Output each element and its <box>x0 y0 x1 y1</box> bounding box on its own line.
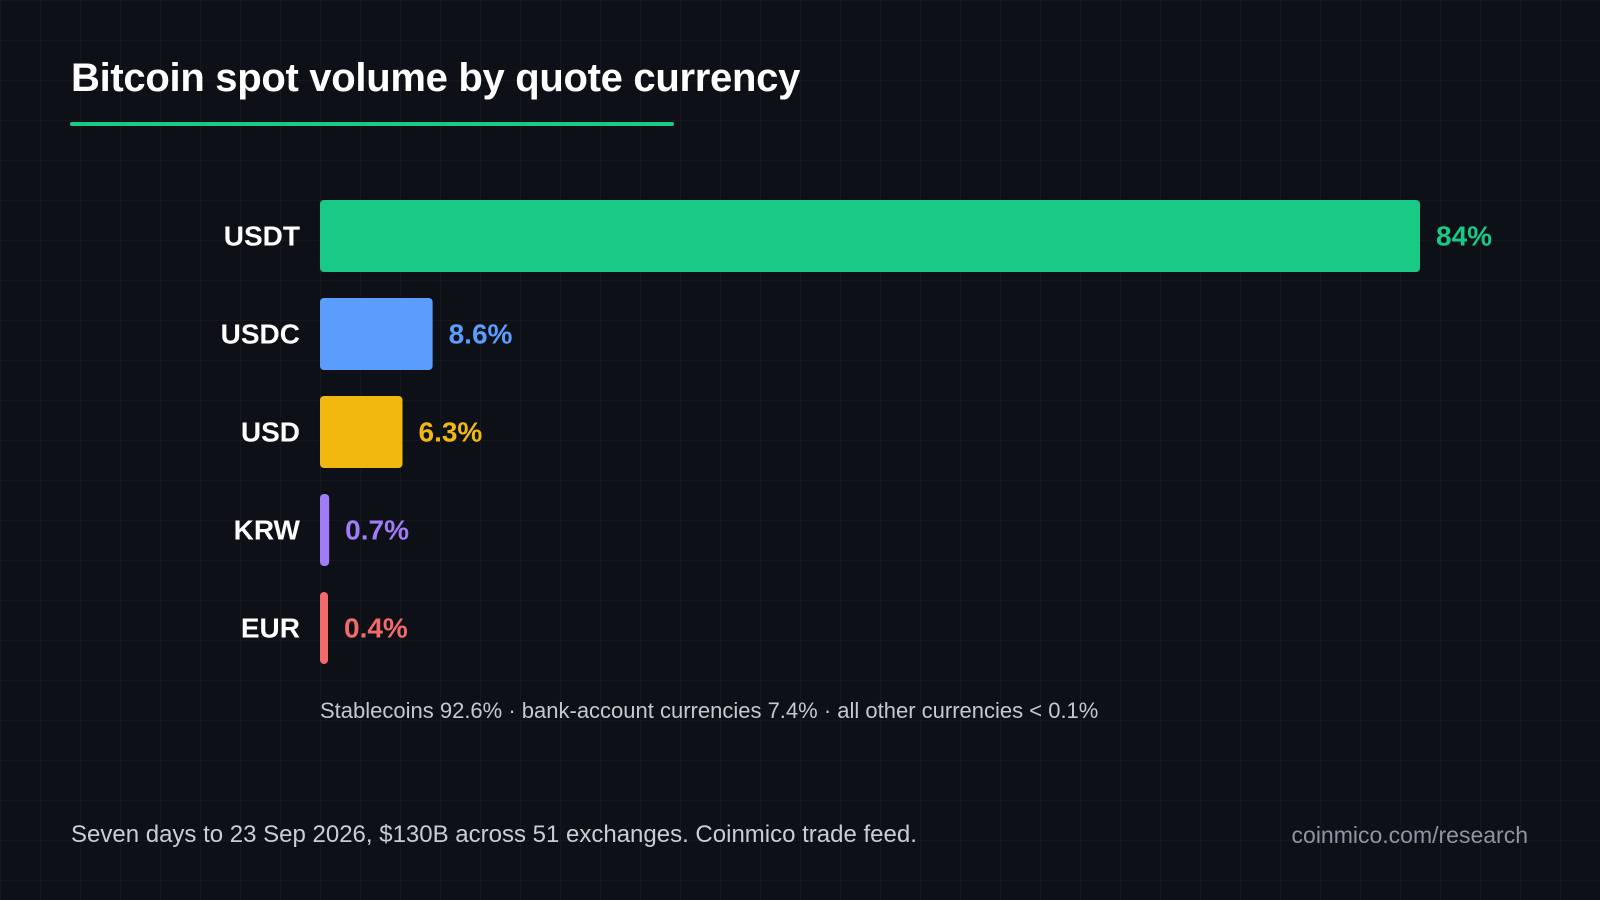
category-label-usdt: USDT <box>224 221 300 252</box>
research-link[interactable]: coinmico.com/research <box>1291 822 1528 848</box>
category-label-usd: USD <box>241 417 300 448</box>
source-note: Seven days to 23 Sep 2026, $130B across … <box>71 821 917 848</box>
category-label-krw: KRW <box>234 515 301 546</box>
value-label-usdt: 84% <box>1436 221 1492 252</box>
value-label-eur: 0.4% <box>344 613 408 644</box>
title-underline <box>70 122 674 126</box>
bar-usdt <box>320 200 1420 272</box>
bar-usd <box>320 396 403 468</box>
category-label-usdc: USDC <box>221 319 300 350</box>
category-label-eur: EUR <box>241 613 300 644</box>
bar-usdc <box>320 298 433 370</box>
value-label-krw: 0.7% <box>345 515 409 546</box>
bar-eur <box>320 592 328 664</box>
value-label-usdc: 8.6% <box>449 319 513 350</box>
summary-note: Stablecoins 92.6% · bank-account currenc… <box>320 698 1099 723</box>
bar-chart: USDT 84% USDC 8.6% USD 6.3% KRW 0.7% EUR 0.4% <box>221 200 1492 664</box>
value-label-usd: 6.3% <box>419 417 483 448</box>
chart-title: Bitcoin spot volume by quote currency <box>71 56 801 100</box>
bar-krw <box>320 494 330 566</box>
